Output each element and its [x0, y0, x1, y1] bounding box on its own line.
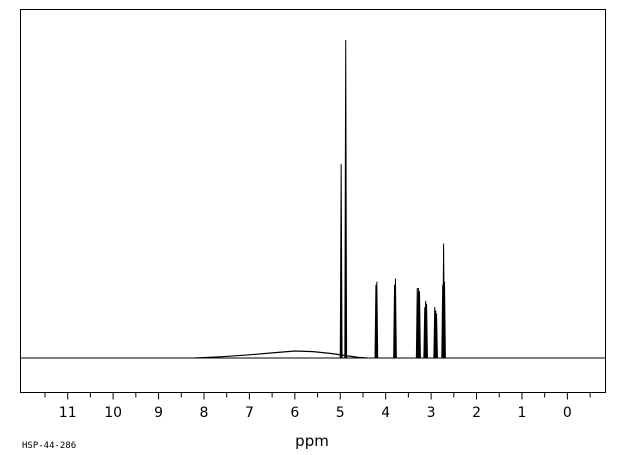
spectrum-peak	[344, 39, 348, 359]
x-tick-label: 8	[200, 405, 209, 421]
spectrum-peak	[418, 291, 421, 359]
x-tick-label: 1	[518, 405, 527, 421]
peak-layer	[339, 39, 446, 359]
x-axis-title: ppm	[295, 432, 329, 450]
plot-frame	[20, 9, 606, 393]
x-tick-label: 5	[336, 405, 345, 421]
spectrum-peak	[435, 313, 438, 359]
x-tick-label: 0	[563, 405, 572, 421]
x-tick-label: 3	[427, 405, 436, 421]
x-tick-label: 2	[472, 405, 481, 421]
spectrum-peak	[443, 281, 446, 359]
x-tick-label: 10	[104, 405, 122, 421]
spectrum-peak	[375, 281, 379, 359]
x-axis-ticks: 11 10 9 8 7 6 5 4 3 2 1 0	[44, 392, 591, 421]
x-tick-label: 4	[381, 405, 390, 421]
spectrum-peak	[425, 303, 428, 359]
spectrum-peak	[339, 163, 343, 359]
x-tick-label: 6	[290, 405, 299, 421]
x-tick-label: 9	[154, 405, 163, 421]
broad-baseline-hump	[194, 350, 368, 359]
x-tick-label: 7	[245, 405, 254, 421]
spectrum-id-label: HSP-44-286	[22, 441, 76, 451]
x-tick-label: 11	[59, 405, 77, 421]
baseline-layer	[21, 350, 605, 359]
spectrum-peak	[394, 278, 397, 359]
